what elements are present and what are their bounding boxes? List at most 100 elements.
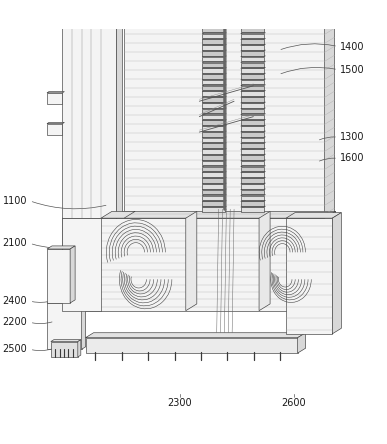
Polygon shape — [124, 12, 335, 18]
Polygon shape — [202, 137, 227, 138]
Polygon shape — [241, 190, 264, 194]
Polygon shape — [202, 28, 225, 32]
Polygon shape — [241, 51, 264, 56]
Text: 2200: 2200 — [3, 317, 27, 327]
Text: 2400: 2400 — [3, 296, 27, 306]
Polygon shape — [241, 189, 265, 190]
Polygon shape — [241, 79, 265, 80]
Polygon shape — [241, 177, 265, 178]
Polygon shape — [78, 340, 81, 357]
Polygon shape — [325, 7, 335, 20]
Polygon shape — [241, 40, 264, 44]
Polygon shape — [241, 148, 265, 149]
Polygon shape — [202, 189, 227, 190]
Polygon shape — [202, 40, 225, 44]
Polygon shape — [202, 172, 225, 177]
Polygon shape — [202, 51, 225, 56]
Polygon shape — [241, 137, 265, 138]
Polygon shape — [241, 154, 265, 155]
Polygon shape — [62, 18, 116, 218]
Polygon shape — [202, 62, 227, 63]
Text: 1100: 1100 — [3, 196, 27, 206]
Polygon shape — [202, 160, 227, 161]
Polygon shape — [124, 12, 325, 20]
Polygon shape — [241, 172, 264, 177]
Polygon shape — [62, 218, 101, 311]
Polygon shape — [241, 67, 265, 68]
Polygon shape — [202, 119, 227, 120]
Polygon shape — [241, 184, 264, 189]
Polygon shape — [241, 27, 265, 28]
Polygon shape — [202, 74, 225, 79]
Polygon shape — [62, 218, 325, 311]
Polygon shape — [241, 119, 265, 120]
Polygon shape — [325, 211, 336, 311]
Polygon shape — [286, 218, 332, 334]
Polygon shape — [62, 211, 336, 218]
Text: 2600: 2600 — [281, 398, 306, 408]
Polygon shape — [202, 207, 225, 212]
Polygon shape — [241, 45, 264, 50]
Polygon shape — [202, 96, 227, 97]
Polygon shape — [241, 166, 264, 171]
Polygon shape — [241, 68, 264, 73]
Polygon shape — [241, 97, 264, 102]
Polygon shape — [202, 120, 225, 125]
Polygon shape — [202, 50, 227, 51]
Polygon shape — [202, 109, 225, 113]
Text: 2100: 2100 — [3, 238, 27, 248]
Polygon shape — [186, 211, 197, 311]
Polygon shape — [241, 28, 264, 32]
Polygon shape — [202, 178, 225, 183]
Polygon shape — [202, 200, 227, 201]
Polygon shape — [47, 301, 86, 303]
Polygon shape — [241, 155, 264, 160]
Polygon shape — [202, 161, 225, 166]
Polygon shape — [202, 194, 227, 195]
Polygon shape — [47, 246, 75, 249]
Polygon shape — [202, 148, 227, 149]
Polygon shape — [241, 109, 264, 113]
Ellipse shape — [214, 0, 241, 8]
Polygon shape — [202, 91, 225, 96]
Polygon shape — [202, 27, 227, 28]
Polygon shape — [241, 103, 264, 107]
Polygon shape — [241, 131, 265, 132]
Text: 1600: 1600 — [340, 153, 365, 163]
Polygon shape — [202, 149, 225, 154]
Polygon shape — [202, 68, 225, 73]
Polygon shape — [202, 131, 227, 132]
Polygon shape — [241, 85, 265, 86]
Polygon shape — [325, 12, 335, 26]
Polygon shape — [241, 114, 265, 115]
Polygon shape — [241, 171, 265, 172]
Polygon shape — [202, 80, 225, 84]
Polygon shape — [241, 63, 264, 67]
Polygon shape — [202, 108, 227, 109]
Text: 1300: 1300 — [340, 132, 365, 142]
Polygon shape — [241, 183, 265, 184]
Polygon shape — [202, 195, 225, 200]
Polygon shape — [241, 206, 265, 207]
Polygon shape — [241, 57, 264, 61]
Polygon shape — [116, 14, 122, 218]
Polygon shape — [202, 190, 225, 194]
Polygon shape — [202, 138, 225, 143]
Polygon shape — [241, 126, 264, 131]
Polygon shape — [47, 124, 62, 135]
Polygon shape — [241, 195, 264, 200]
Polygon shape — [202, 206, 227, 207]
Polygon shape — [202, 115, 225, 119]
Polygon shape — [124, 7, 335, 12]
Polygon shape — [47, 93, 62, 104]
Polygon shape — [202, 143, 225, 148]
Polygon shape — [241, 138, 264, 143]
Text: 2300: 2300 — [168, 398, 192, 408]
Polygon shape — [202, 79, 227, 80]
Polygon shape — [241, 160, 265, 161]
Polygon shape — [298, 333, 306, 353]
Polygon shape — [124, 12, 335, 18]
Polygon shape — [202, 44, 227, 45]
Polygon shape — [241, 149, 264, 154]
Polygon shape — [241, 120, 264, 125]
